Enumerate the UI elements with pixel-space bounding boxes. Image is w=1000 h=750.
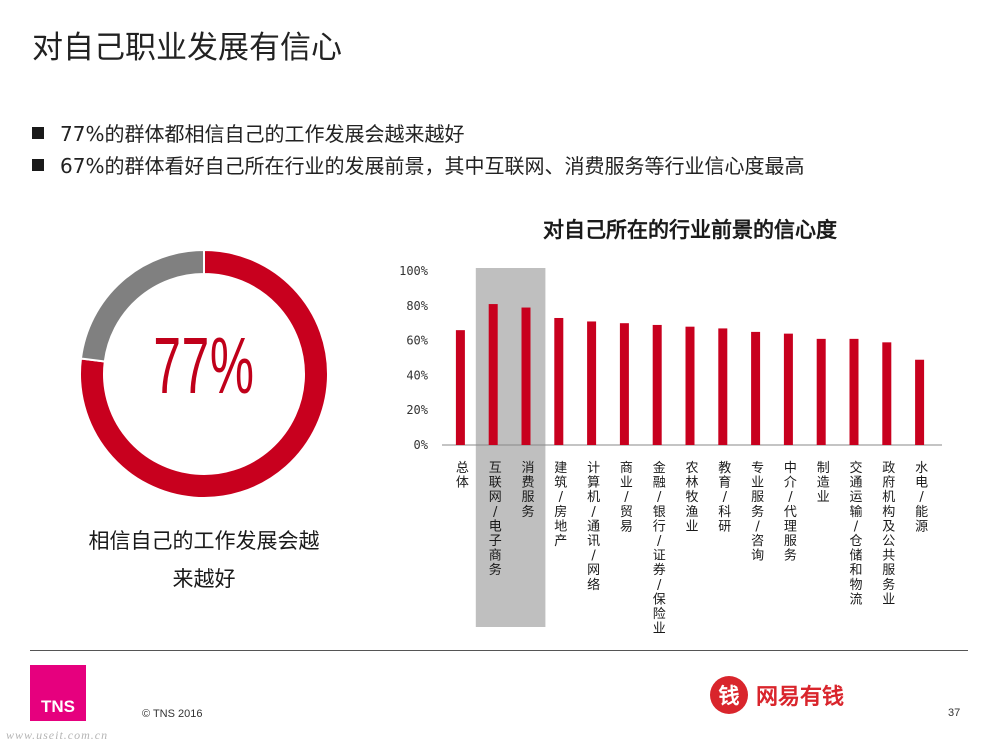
category-label: 教育/科研: [718, 460, 731, 534]
bar: [521, 307, 531, 445]
donut-slice: [79, 248, 205, 363]
donut-slice: [79, 248, 329, 499]
category-label: 建筑/房地产: [554, 461, 567, 549]
category-label: 中介/代理服务: [784, 461, 797, 564]
category-label: 制造业: [817, 461, 830, 505]
bar: [685, 326, 695, 445]
category-label: 互联网/电子商务: [489, 461, 502, 578]
copyright-text: © TNS 2016: [142, 708, 203, 720]
bar: [652, 324, 662, 445]
page-title: 对自己职业发展有信心: [32, 30, 342, 66]
y-tick-label: 100%: [399, 264, 429, 278]
category-label: 消费服务: [521, 461, 534, 520]
tns-logo-text: TNS: [41, 697, 75, 716]
donut-caption-line: 相信自己的工作发展会越: [88, 529, 320, 553]
y-tick-label: 80%: [406, 299, 428, 313]
bullet-item: 67%的群体看好自己所在行业的发展前景，其中互联网、消费服务等行业信心度最高: [32, 150, 804, 179]
bullet-square-icon: [32, 126, 44, 139]
category-label: 总体: [456, 461, 469, 491]
donut-caption: 相信自己的工作发展会越 来越好: [60, 522, 348, 598]
y-tick-label: 40%: [406, 368, 428, 382]
donut-center-label: 77%: [153, 321, 255, 410]
category-label: 水电/能源: [915, 461, 928, 534]
bar: [816, 338, 826, 445]
bullet-text: 67%的群体看好自己所在行业的发展前景，其中互联网、消费服务等行业信心度最高: [60, 154, 805, 178]
bar-chart-title: 对自己所在的行业前景的信心度: [543, 218, 837, 242]
category-label: 金融/银行/证券/保险业: [653, 460, 666, 635]
category-label: 政府机构及公共服务业: [882, 461, 895, 607]
bullet-square-icon: [32, 158, 44, 171]
donut-caption-line: 来越好: [172, 567, 236, 591]
category-label: 交通运输/仓储和物流: [849, 460, 862, 607]
bar: [455, 330, 465, 445]
page-number: 37: [948, 707, 961, 719]
brand-name: 网易有钱: [756, 685, 845, 710]
bar: [849, 338, 859, 445]
category-label: 商业/贸易: [620, 461, 633, 534]
y-tick-label: 0%: [414, 438, 429, 452]
bar: [488, 304, 498, 445]
bullet-item: 77%的群体都相信自己的工作发展会越来越好: [32, 118, 464, 147]
category-label: 专业服务/咨询: [751, 461, 764, 564]
bar: [915, 359, 925, 445]
donut-chart: [78, 248, 330, 500]
bar-chart: 0% 20% 40% 60% 80% 100% 总体 互联网/电子商务 消费服务 建筑/房地产 计算…: [399, 264, 942, 635]
bullet-text: 77%的群体都相信自己的工作发展会越来越好: [60, 122, 465, 146]
bar: [554, 317, 564, 445]
bar: [783, 333, 793, 445]
category-label: 计算机/通讯/网络: [587, 461, 600, 593]
category-label: 农林牧渔业: [685, 461, 698, 534]
tns-logo: TNS: [30, 665, 86, 721]
bar: [718, 328, 728, 445]
y-tick-label: 60%: [406, 334, 428, 348]
y-tick-label: 20%: [406, 403, 428, 417]
bar: [882, 342, 892, 445]
watermark-text: www.useit.com.cn: [6, 728, 109, 742]
bar: [587, 321, 597, 445]
brand-coin-icon: 钱: [710, 676, 748, 714]
footer-divider: [30, 650, 968, 651]
brand-logo: 钱 网易有钱: [710, 676, 844, 714]
highlight-band: [475, 268, 546, 627]
bar: [751, 331, 761, 445]
bar: [619, 323, 629, 445]
